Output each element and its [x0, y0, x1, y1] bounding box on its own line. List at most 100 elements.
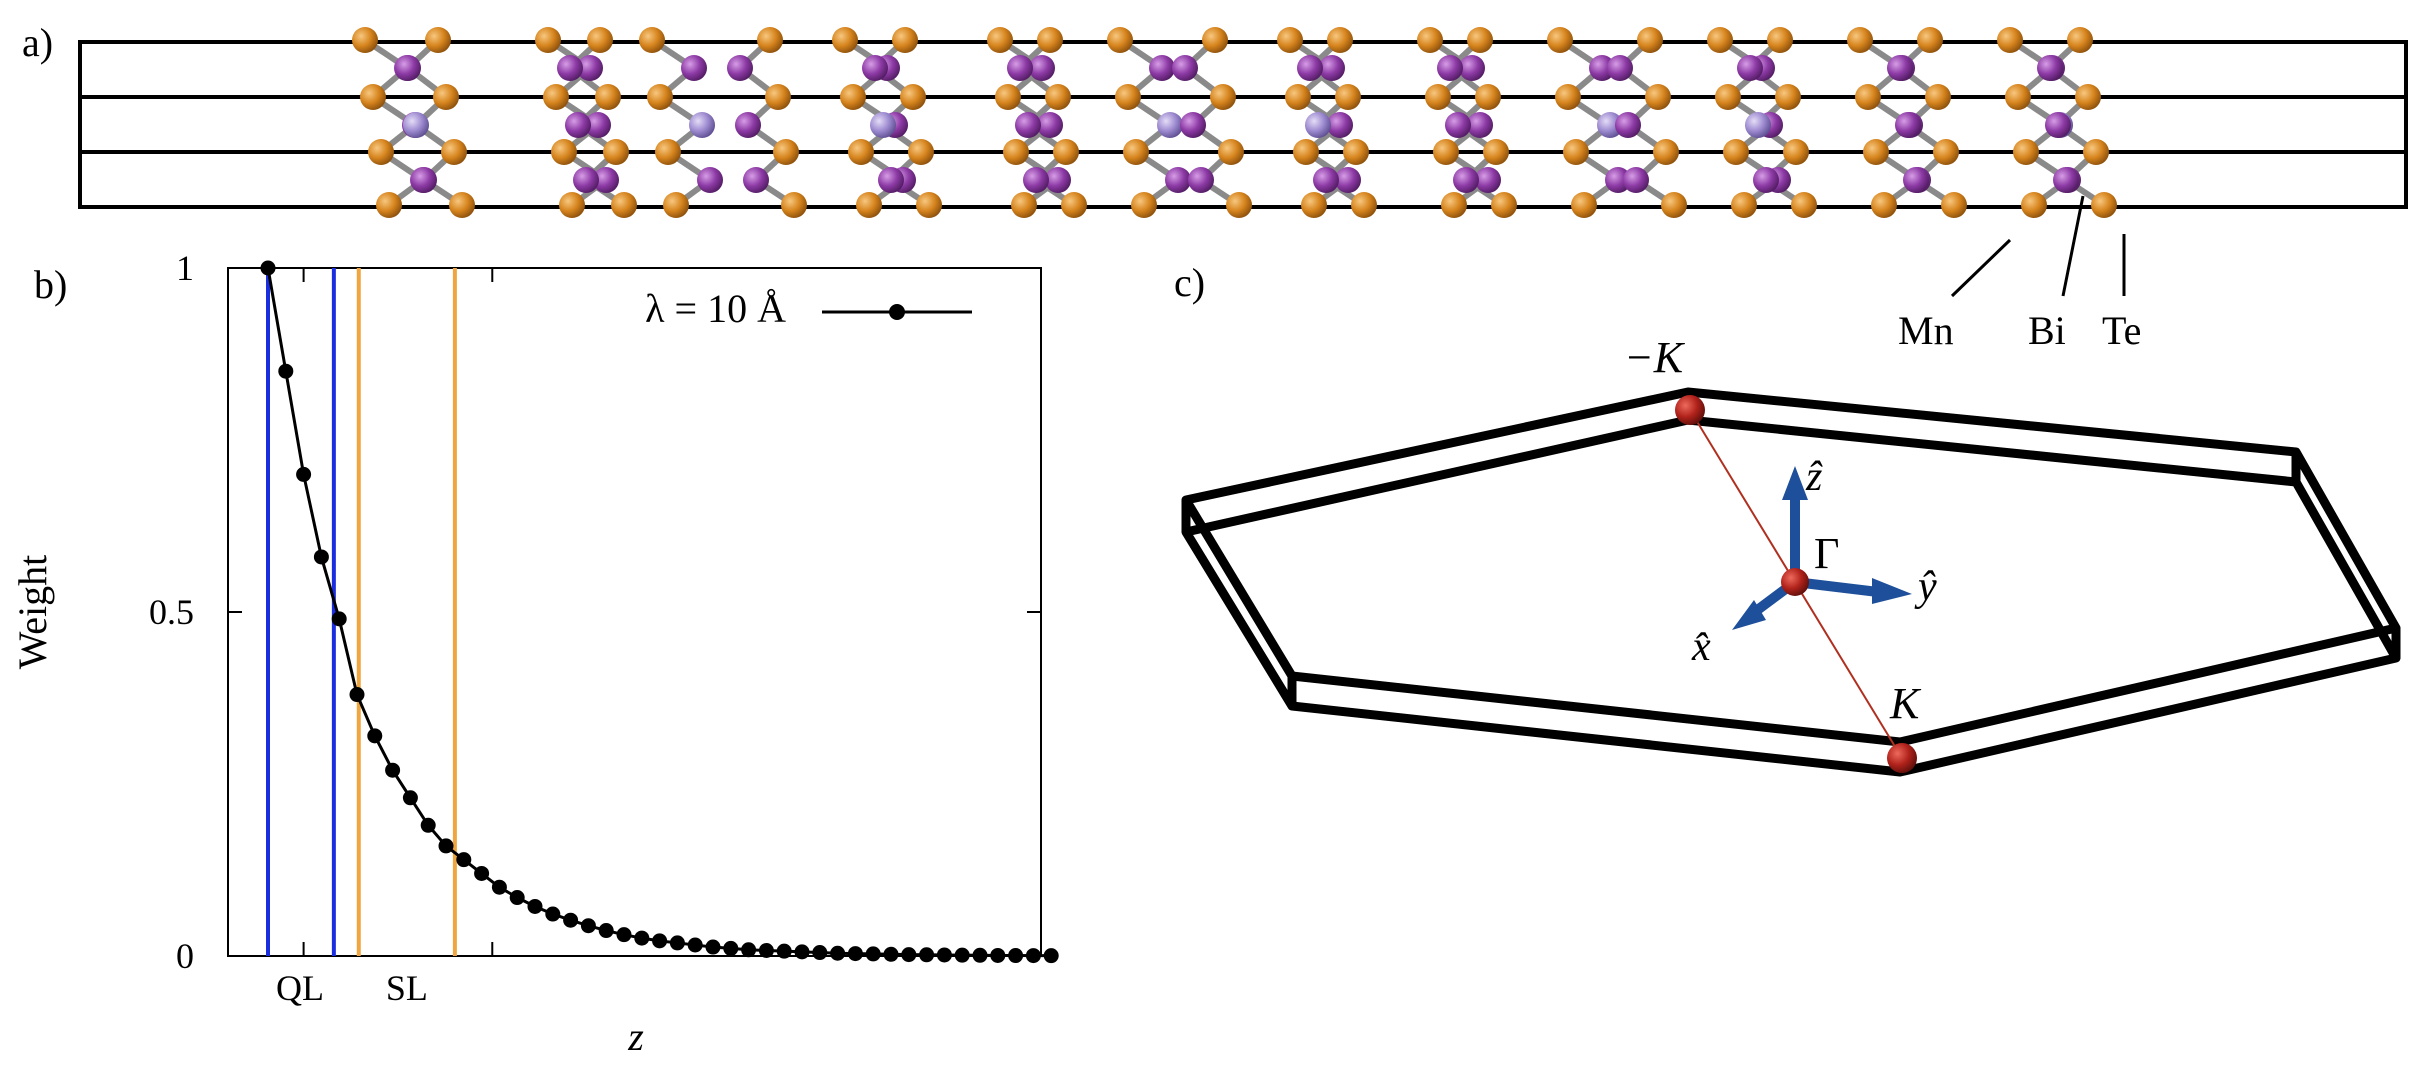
- gamma-label: Γ: [1814, 529, 1839, 578]
- te-atom: [1863, 139, 1889, 165]
- data-point: [1043, 948, 1059, 964]
- te-atom: [611, 192, 637, 218]
- mn-atom: [1597, 112, 1623, 138]
- te-atom: [1327, 27, 1353, 53]
- te-atom: [1933, 139, 1959, 165]
- te-atom: [587, 27, 613, 53]
- bi-atom: [1887, 55, 1913, 81]
- bi-atom: [2045, 112, 2071, 138]
- data-point: [349, 687, 365, 703]
- te-atom: [368, 139, 394, 165]
- data-point: [563, 912, 579, 928]
- data-point: [634, 930, 650, 946]
- mn-atom: [870, 112, 896, 138]
- data-point: [296, 466, 312, 482]
- data-point: [367, 728, 383, 744]
- te-atom: [1277, 27, 1303, 53]
- bi-atom: [1623, 167, 1649, 193]
- te-atom: [1997, 27, 2023, 53]
- y-hat-label: ŷ: [1914, 564, 1937, 610]
- te-atom: [1941, 192, 1967, 218]
- te-atom: [1285, 84, 1311, 110]
- bi-atom: [1149, 55, 1175, 81]
- panel-b-label: b): [34, 262, 67, 307]
- layer-boundary-lines: [266, 268, 457, 956]
- te-atom: [1661, 192, 1687, 218]
- te-atom: [647, 84, 673, 110]
- bi-atom: [1475, 167, 1501, 193]
- te-atom: [376, 192, 402, 218]
- atom-label-mn: Mn: [1898, 308, 1954, 353]
- te-atom: [1847, 27, 1873, 53]
- x-axis-label: z: [627, 1014, 644, 1059]
- bi-atom: [1327, 112, 1353, 138]
- y-axis-label: Weight: [10, 555, 55, 670]
- mn-atom: [403, 112, 429, 138]
- data-points: [260, 260, 1059, 964]
- te-atom: [1301, 192, 1327, 218]
- data-point: [723, 940, 739, 956]
- te-atom: [1037, 27, 1063, 53]
- te-atom: [559, 192, 585, 218]
- te-atom: [595, 84, 621, 110]
- atom-label-bi: Bi: [2028, 308, 2066, 353]
- bi-atom: [1165, 167, 1191, 193]
- te-atom: [765, 84, 791, 110]
- te-atom: [1563, 139, 1589, 165]
- te-atom: [900, 84, 926, 110]
- panel-b: b) Weight z 0 0.5 1 QL SL λ = 10 Å: [10, 248, 1059, 1059]
- te-atom: [1107, 27, 1133, 53]
- bi-atom: [1737, 55, 1763, 81]
- bi-atom: [395, 55, 421, 81]
- te-atom: [2021, 192, 2047, 218]
- mn-pointer-line: [1950, 238, 2012, 298]
- bi-pointer-line: [2061, 195, 2085, 297]
- data-point: [545, 906, 561, 922]
- bi-atom: [1180, 112, 1206, 138]
- data-point: [972, 947, 988, 963]
- te-atom: [1555, 84, 1581, 110]
- data-point: [919, 947, 935, 963]
- te-atom: [987, 27, 1013, 53]
- te-atom: [916, 192, 942, 218]
- bz-bottom-face: [1181, 415, 2401, 777]
- y-axis-arrowhead: [1872, 578, 1912, 604]
- te-atom: [1767, 27, 1793, 53]
- z-hat-label: ẑ: [1805, 454, 1823, 500]
- panel-c-label: c): [1174, 260, 1205, 305]
- data-point: [776, 943, 792, 959]
- te-atom: [1335, 84, 1361, 110]
- te-atom: [1061, 192, 1087, 218]
- data-point: [794, 944, 810, 960]
- te-atom: [892, 27, 918, 53]
- y-tick-label-0: 0: [176, 936, 194, 976]
- bi-atom: [1589, 55, 1615, 81]
- te-atom: [1433, 139, 1459, 165]
- y-tick-marks: [228, 267, 1041, 957]
- data-point: [278, 363, 294, 379]
- data-point: [652, 933, 668, 949]
- mn-atom: [1157, 112, 1183, 138]
- te-atom: [1045, 84, 1071, 110]
- bi-atom: [1437, 55, 1463, 81]
- bi-atom: [2053, 167, 2079, 193]
- y-tick-label-1: 1: [176, 248, 194, 288]
- te-atom: [1425, 84, 1451, 110]
- data-point: [847, 946, 863, 962]
- te-atom: [840, 84, 866, 110]
- te-atom: [757, 27, 783, 53]
- data-point: [385, 762, 401, 778]
- te-atom: [995, 84, 1021, 110]
- te-atom: [2013, 139, 2039, 165]
- te-atom: [603, 139, 629, 165]
- te-atom: [441, 139, 467, 165]
- bi-atom: [727, 55, 753, 81]
- data-point: [527, 898, 543, 914]
- te-atom: [1202, 27, 1228, 53]
- bi-atom: [743, 167, 769, 193]
- gamma-point: [1781, 568, 1809, 596]
- te-atom: [1855, 84, 1881, 110]
- bi-atom: [1172, 55, 1198, 81]
- te-atom: [2083, 139, 2109, 165]
